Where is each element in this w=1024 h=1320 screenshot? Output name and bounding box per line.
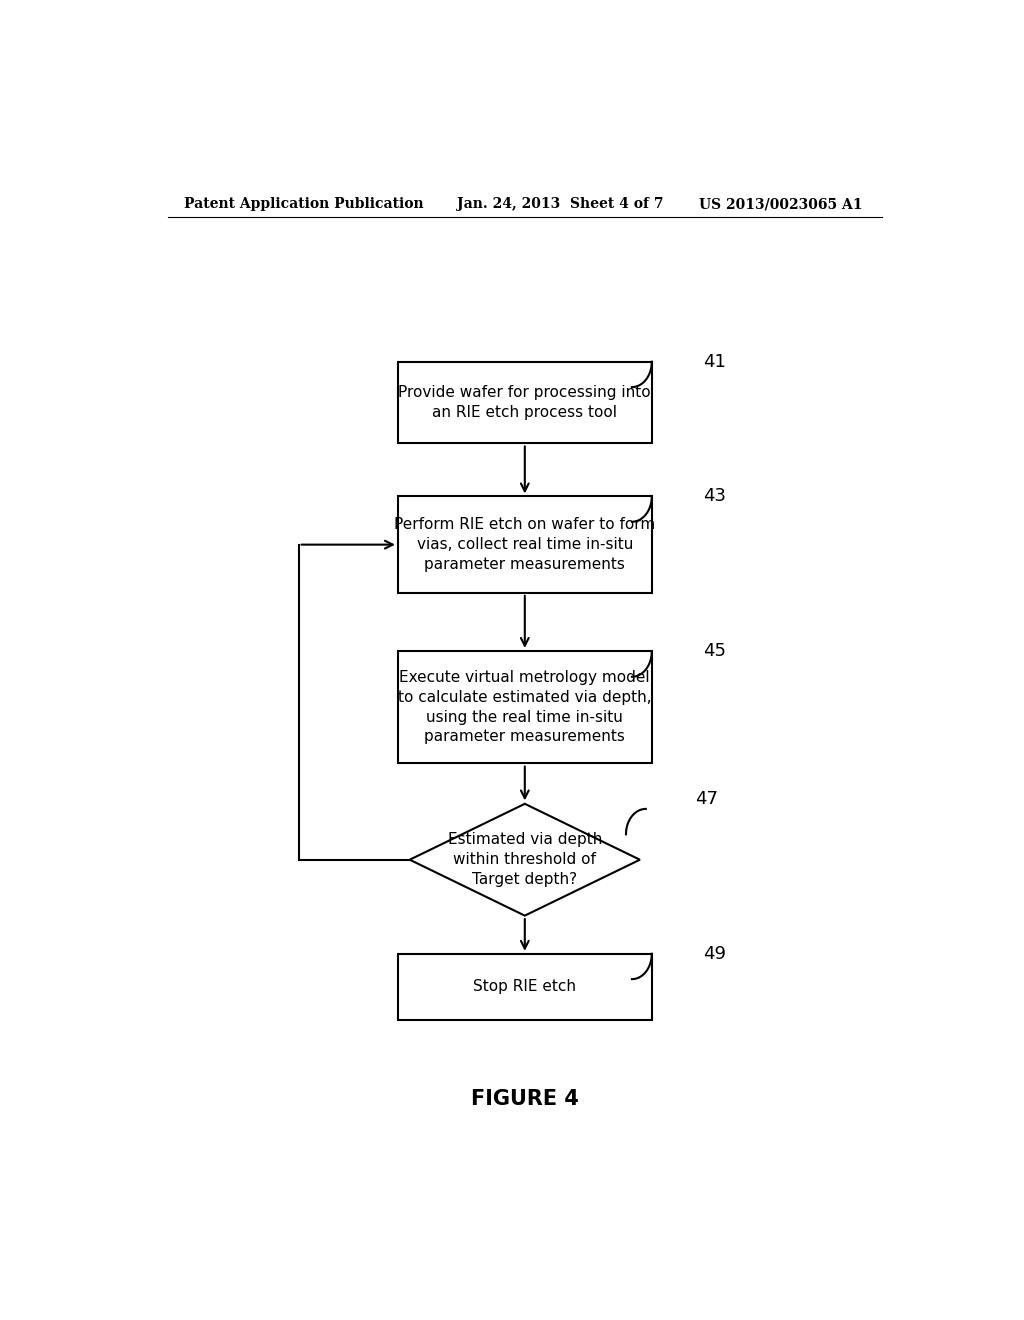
Text: 49: 49 (703, 945, 726, 962)
Text: Provide wafer for processing into
an RIE etch process tool: Provide wafer for processing into an RIE… (398, 385, 651, 420)
Text: Jan. 24, 2013  Sheet 4 of 7: Jan. 24, 2013 Sheet 4 of 7 (458, 197, 664, 211)
Text: Estimated via depth
within threshold of
Target depth?: Estimated via depth within threshold of … (447, 833, 602, 887)
Text: Execute virtual metrology model
to calculate estimated via depth,
using the real: Execute virtual metrology model to calcu… (398, 671, 651, 744)
Text: Perform RIE etch on wafer to form
vias, collect real time in-situ
parameter meas: Perform RIE etch on wafer to form vias, … (394, 517, 655, 572)
Polygon shape (410, 804, 640, 916)
Text: Stop RIE etch: Stop RIE etch (473, 979, 577, 994)
Text: 43: 43 (703, 487, 726, 506)
Bar (397, 362, 651, 444)
Text: 41: 41 (703, 352, 726, 371)
Text: FIGURE 4: FIGURE 4 (471, 1089, 579, 1109)
Bar (397, 651, 651, 763)
Bar (397, 954, 651, 1020)
Text: Patent Application Publication: Patent Application Publication (183, 197, 423, 211)
Text: US 2013/0023065 A1: US 2013/0023065 A1 (699, 197, 863, 211)
Text: 45: 45 (703, 643, 726, 660)
Text: 47: 47 (695, 789, 719, 808)
Bar (397, 496, 651, 593)
